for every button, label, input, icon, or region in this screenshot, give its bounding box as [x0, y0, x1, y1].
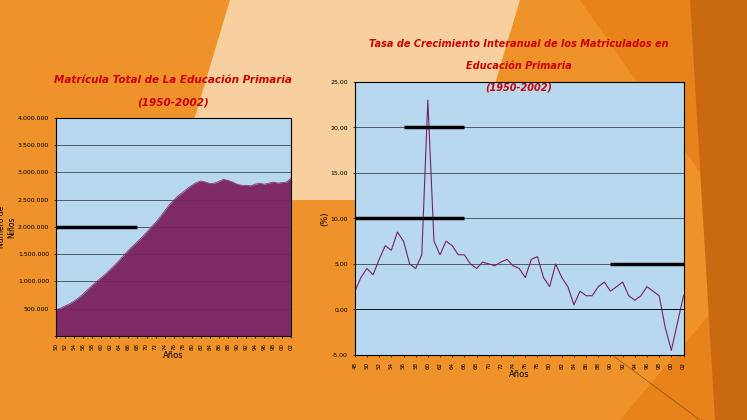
Polygon shape: [690, 0, 747, 420]
Y-axis label: (%): (%): [320, 211, 329, 226]
Text: Matrícula Total de La Educación Primaria: Matrícula Total de La Educación Primaria: [55, 75, 292, 85]
Polygon shape: [170, 0, 520, 200]
Text: Tasa de Crecimiento Interanual de los Matriculados en: Tasa de Crecimiento Interanual de los Ma…: [369, 39, 669, 49]
Text: (1950-2002): (1950-2002): [486, 83, 553, 93]
Polygon shape: [580, 0, 747, 240]
Text: Educación Primaria: Educación Primaria: [466, 61, 572, 71]
Polygon shape: [620, 270, 747, 420]
X-axis label: Años: Años: [509, 370, 530, 379]
Y-axis label: Número de
Niños: Número de Niños: [0, 206, 16, 248]
Text: (1950-2002): (1950-2002): [137, 98, 209, 108]
X-axis label: Años: Años: [164, 352, 184, 360]
